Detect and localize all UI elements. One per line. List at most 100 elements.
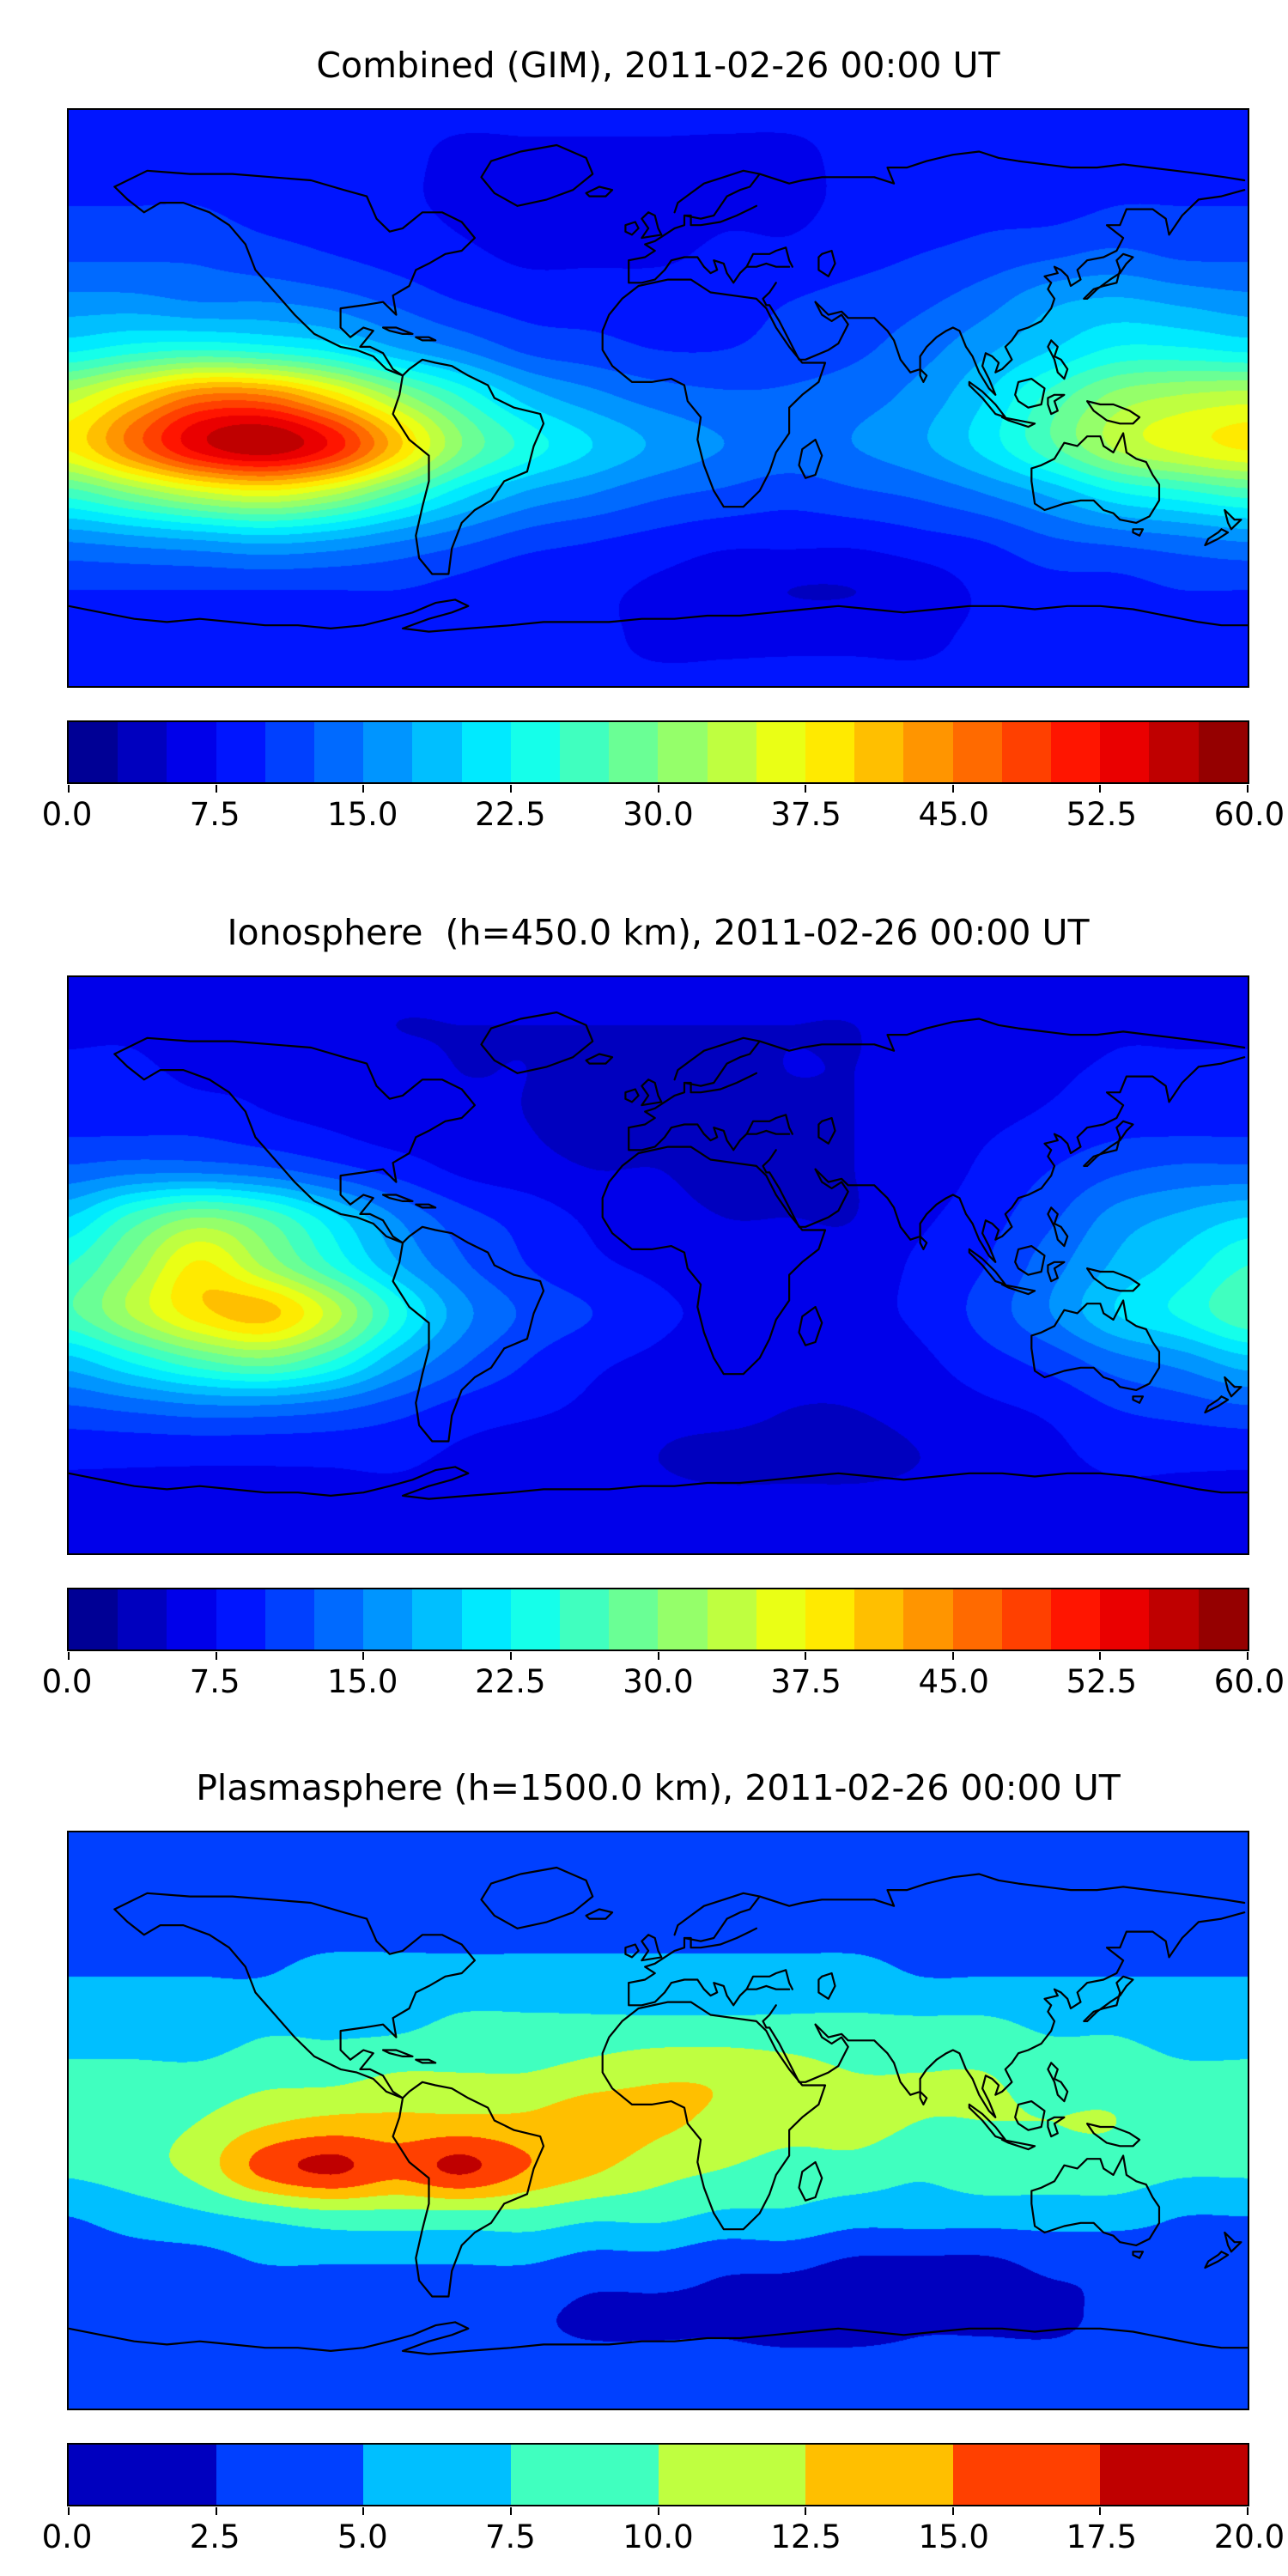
colorbar-segment (1149, 1589, 1199, 1649)
colorbar-segment (461, 722, 511, 782)
world-map (67, 975, 1249, 1555)
colorbar-tick-mark (362, 1652, 365, 1660)
coastline (758, 1018, 1246, 1052)
world-map (67, 1831, 1249, 2410)
coastline (480, 1011, 594, 1074)
colorbar-tick-label: 12.5 (770, 2518, 841, 2555)
coastline (1083, 1120, 1134, 1167)
coastline (1132, 2251, 1145, 2259)
coastline (745, 1114, 794, 1135)
coastline (1014, 2100, 1046, 2131)
coastline (765, 2023, 849, 2083)
coastline (113, 1036, 476, 1244)
colorbar-tick-labels: 0.0 7.5 15.0 22.5 30.0 37.5 45.0 52.5 60.0 (42, 1663, 1285, 1703)
tec-field-canvas (69, 1832, 1248, 2409)
coastline (817, 1971, 836, 2000)
tec-field-canvas (69, 977, 1248, 1553)
colorbar-tick-label: 7.5 (189, 796, 240, 833)
colorbar-tick-mark (1247, 785, 1249, 793)
colorbar-tick-mark (805, 785, 807, 793)
colorbar-segment (69, 722, 118, 782)
colorbar-segment (167, 1589, 216, 1649)
colorbar-tick-mark (509, 2507, 512, 2515)
coastline (1224, 2231, 1242, 2253)
coastline (1030, 2154, 1161, 2246)
coastline (919, 368, 928, 383)
colorbar-segment (1100, 722, 1150, 782)
coastline (1047, 339, 1069, 380)
coastline (415, 1203, 437, 1209)
coastline (392, 358, 545, 575)
coastline (641, 1078, 663, 1107)
coastline (798, 1305, 823, 1346)
colorbar-tick-mark (509, 1652, 512, 1660)
colorbar-segment (805, 722, 855, 782)
coastline (1030, 1299, 1161, 1391)
coastline (817, 249, 836, 277)
colorbar-tick-mark (362, 2507, 365, 2515)
coastline (382, 326, 414, 335)
coastline (628, 1927, 758, 1984)
colorbar-tick-mark (951, 2507, 954, 2515)
panel-combined-gim: Combined (GIM), 2011-02-26 00:00 UT 0.0 7… (42, 45, 1285, 835)
coastline (624, 221, 640, 236)
colorbar-segment (854, 1589, 904, 1649)
colorbar-tick-mark (805, 1652, 807, 1660)
colorbar-segment (952, 722, 1002, 782)
tec-field-canvas (69, 110, 1248, 686)
coastline (628, 204, 758, 262)
coastline (585, 185, 614, 197)
coastline (628, 1123, 791, 1151)
colorbar-segment (363, 2445, 511, 2505)
colorbar-segment (903, 1589, 953, 1649)
coastline (113, 1053, 404, 1244)
coastline (1000, 416, 1036, 428)
colorbar-tick-label: 45.0 (918, 796, 989, 833)
colorbar-segment (216, 722, 265, 782)
colorbar-tick-mark (362, 785, 365, 793)
colorbar-tick-mark (68, 2507, 70, 2515)
colorbar-segment (412, 1589, 462, 1649)
colorbar-segment (854, 722, 904, 782)
colorbar (67, 2443, 1249, 2515)
coastline (415, 2058, 437, 2064)
coastline (919, 1235, 928, 1250)
coastline (1014, 378, 1046, 409)
colorbar-segment (216, 2445, 364, 2505)
coastline (392, 1225, 545, 1443)
coastline (673, 1892, 761, 1942)
world-coastline-overlay (69, 1866, 1248, 2355)
colorbar (67, 720, 1249, 793)
colorbar-tick-mark (68, 785, 70, 793)
panel-plasmasphere: Plasmasphere (h=1500.0 km), 2011-02-26 0… (42, 1767, 1285, 2558)
coastline (765, 301, 849, 361)
coastline (624, 1943, 640, 1959)
coastline (480, 1866, 594, 1929)
colorbar-segment (1001, 722, 1052, 782)
coastline (673, 1036, 761, 1087)
colorbar-tick-mark (1247, 2507, 1249, 2515)
colorbar-tick-label: 37.5 (770, 796, 841, 833)
world-coastline-overlay (69, 1011, 1248, 1500)
colorbar-segment (510, 722, 561, 782)
coastline (1224, 1376, 1242, 1398)
colorbar-segment (707, 1589, 756, 1649)
colorbar-segment (510, 1589, 561, 1649)
coastline (1085, 400, 1141, 425)
coastline (601, 278, 827, 508)
colorbar-segment (363, 1589, 413, 1649)
colorbar-tick-mark (657, 2507, 659, 2515)
coastline (1030, 432, 1161, 524)
colorbar-segment (609, 1589, 659, 1649)
colorbar-segment (1149, 722, 1199, 782)
coastline (415, 336, 437, 342)
coastline (817, 1116, 836, 1145)
coastline (628, 1072, 758, 1129)
colorbar-tick-label: 10.0 (623, 2518, 694, 2555)
colorbar-segment (167, 722, 216, 782)
coastline (480, 143, 594, 207)
colorbar-segment (363, 722, 413, 782)
coastline (798, 438, 823, 479)
coastline (968, 2103, 1006, 2141)
coastline (641, 1934, 663, 1962)
